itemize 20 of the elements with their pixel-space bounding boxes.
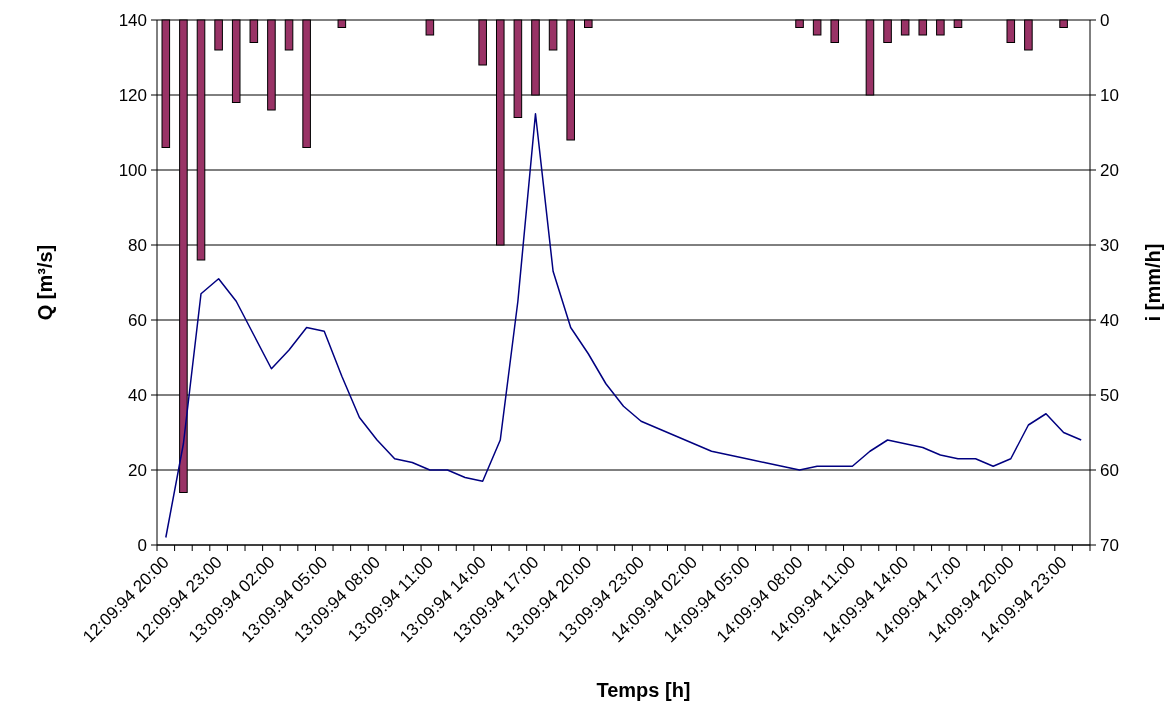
y-tick-label: 60 [128,310,147,330]
y2-tick-label: 20 [1100,160,1119,180]
y2-tick-label: 70 [1100,535,1119,555]
y-tick-label: 120 [118,85,147,105]
x-axis-title: Temps [h] [596,679,691,701]
y2-tick-label: 60 [1100,460,1119,480]
y-tick-label: 140 [118,10,147,30]
y-tick-label: 0 [137,535,147,555]
y-axis-title: Q [m³/s] [34,244,56,321]
y-tick-label: 80 [128,235,147,255]
line-series [165,113,1082,539]
y2-tick-label: 40 [1100,310,1119,330]
y2-tick-label: 0 [1100,10,1110,30]
y2-tick-label: 50 [1100,385,1119,405]
y-tick-label: 20 [128,460,147,480]
y-tick-label: 40 [128,385,147,405]
y2-axis-title: i [mm/h] [1142,243,1164,322]
y-tick-label: 100 [118,160,147,180]
y2-tick-label: 10 [1100,85,1119,105]
y2-tick-label: 30 [1100,235,1119,255]
